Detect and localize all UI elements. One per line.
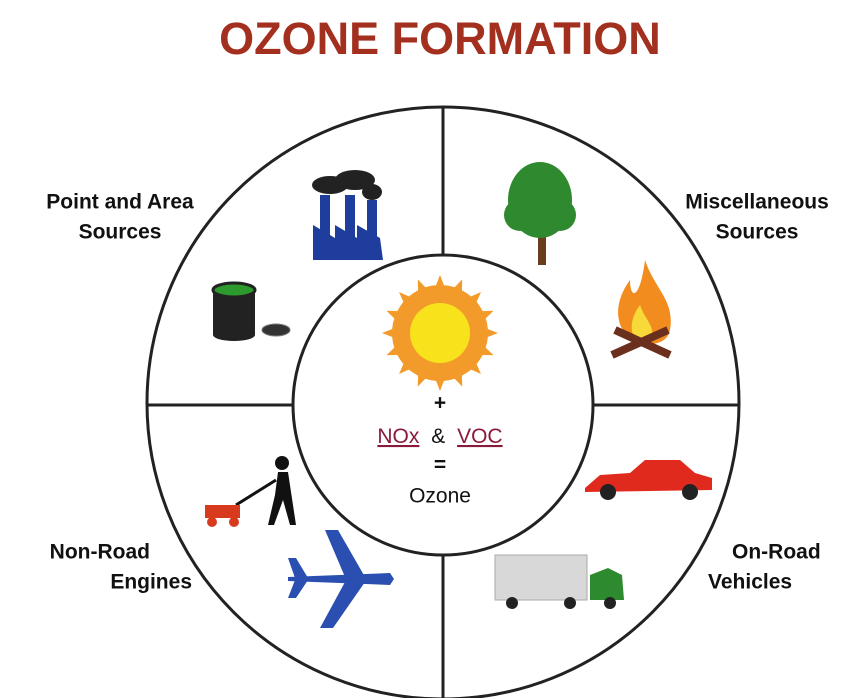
voc: VOC <box>457 425 503 448</box>
quadrant-label: Sources <box>716 221 799 244</box>
truck-icon <box>495 555 624 609</box>
factory-icon <box>312 170 383 260</box>
quadrant-label: Sources <box>79 221 162 244</box>
paint-can-icon <box>213 283 290 341</box>
reactants: NOx & VOC <box>377 425 502 448</box>
quadrant-label: Engines <box>110 571 192 594</box>
mower-icon <box>205 456 296 527</box>
equals: = <box>434 454 446 477</box>
sun-ray <box>433 275 447 294</box>
title: OZONE FORMATION <box>219 13 661 64</box>
quadrant-label: On-Road <box>732 541 821 564</box>
nox: NOx <box>377 425 420 448</box>
fire-icon <box>612 260 671 355</box>
quadrant-label: Vehicles <box>708 571 792 594</box>
quadrant-label: Non-Road <box>50 541 150 564</box>
page: {"title": "OZONE FORMATION", "quadrants"… <box>0 0 842 698</box>
amp: & <box>431 425 445 448</box>
quadrant-label: Point and Area <box>46 191 194 214</box>
diagram: OZONE FORMATION Point and Area Sources M… <box>0 0 842 698</box>
tree-icon <box>504 162 576 265</box>
result: Ozone <box>409 485 471 508</box>
sun-ray <box>382 326 401 340</box>
airplane-icon <box>288 530 394 628</box>
sun-icon <box>382 275 498 391</box>
sun-ray <box>479 326 498 340</box>
sun-ray <box>433 372 447 391</box>
car-icon <box>585 460 712 500</box>
plus: + <box>434 392 446 415</box>
quadrant-label: Miscellaneous <box>685 191 829 214</box>
